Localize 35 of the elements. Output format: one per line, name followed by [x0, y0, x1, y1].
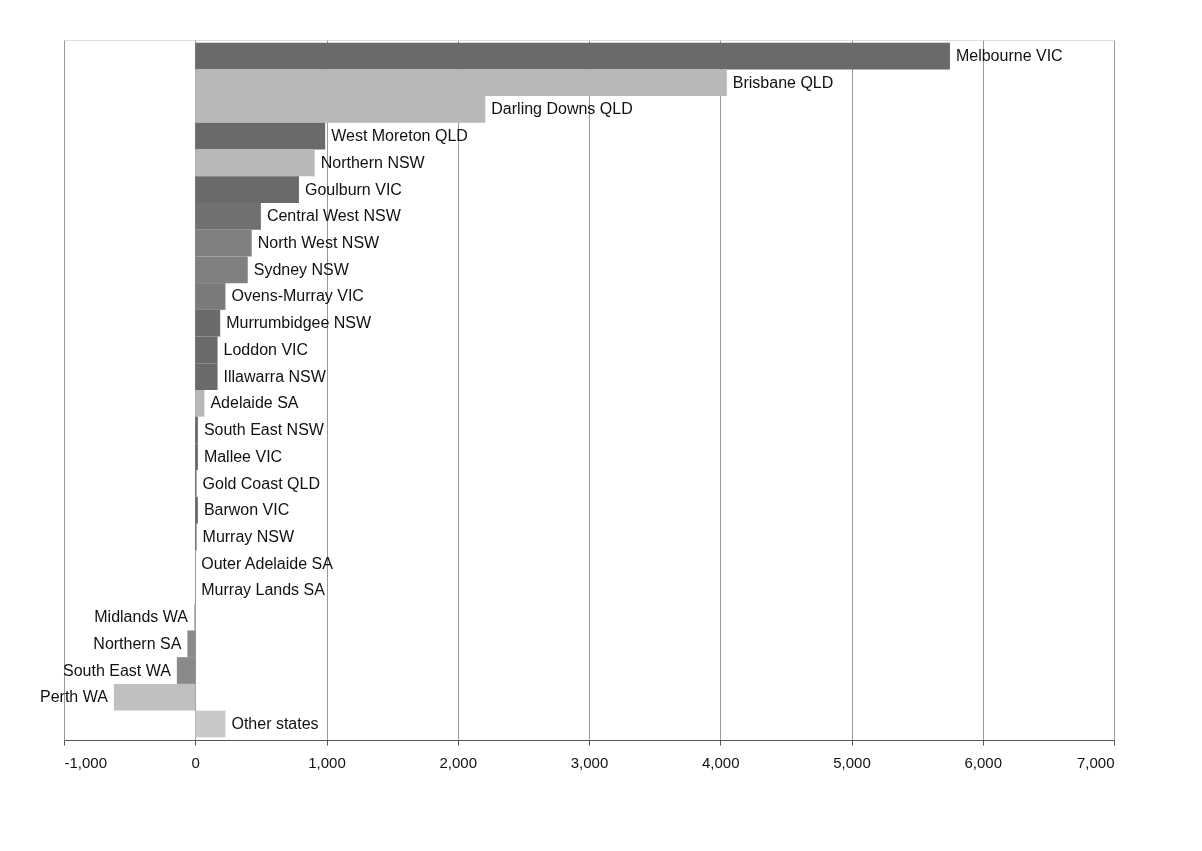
x-tick-label: 5,000 — [833, 753, 871, 771]
x-tick-label: 7,000 — [1076, 753, 1115, 771]
y-tick-label: Loddon VIC — [223, 340, 309, 358]
y-tick-label: Gold Coast QLD — [202, 474, 320, 492]
y-tick-label: South East WA — [62, 661, 172, 679]
x-tick-label: 1,000 — [308, 753, 346, 771]
y-tick-label: Goulburn VIC — [304, 180, 402, 198]
x-tick-label: 6,000 — [964, 753, 1003, 771]
y-tick-label: Murrumbidgee NSW — [226, 314, 373, 332]
x-tick-label: 2,000 — [439, 753, 478, 771]
x-tick-label: 0 — [191, 753, 200, 771]
y-tick-label: South East NSW — [203, 421, 325, 439]
y-tick-label: Northern NSW — [320, 153, 426, 171]
y-tick-label: West Moreton QLD — [331, 127, 468, 145]
x-tick-label: 4,000 — [701, 753, 740, 771]
y-tick-label: Darling Downs QLD — [491, 100, 633, 118]
x-tick-label: -1,000 — [64, 753, 108, 771]
y-tick-label: Melbourne VIC — [955, 47, 1063, 65]
y-tick-label: Sydney NSW — [253, 260, 350, 278]
y-tick-label: Illawarra NSW — [223, 367, 327, 385]
x-tick-label: 3,000 — [570, 753, 609, 771]
y-tick-label: Ovens-Murray VIC — [231, 287, 364, 305]
y-tick-label: Mallee VIC — [203, 447, 283, 465]
y-tick-label: North West NSW — [257, 234, 381, 252]
y-tick-label: Northern SA — [93, 634, 182, 652]
y-tick-label: Adelaide SA — [210, 394, 299, 412]
y-tick-label: Central West NSW — [266, 207, 402, 225]
y-tick-label: Brisbane QLD — [732, 73, 834, 91]
y-tick-label: Murray NSW — [202, 527, 296, 545]
y-tick-label: Murray Lands SA — [201, 581, 326, 599]
y-tick-label: Outer Adelaide SA — [201, 554, 334, 572]
y-tick-label: Perth WA — [40, 688, 109, 706]
y-tick-label: Midlands WA — [94, 608, 189, 626]
y-tick-label: Other states — [231, 714, 319, 732]
y-tick-label: Barwon VIC — [203, 501, 290, 519]
